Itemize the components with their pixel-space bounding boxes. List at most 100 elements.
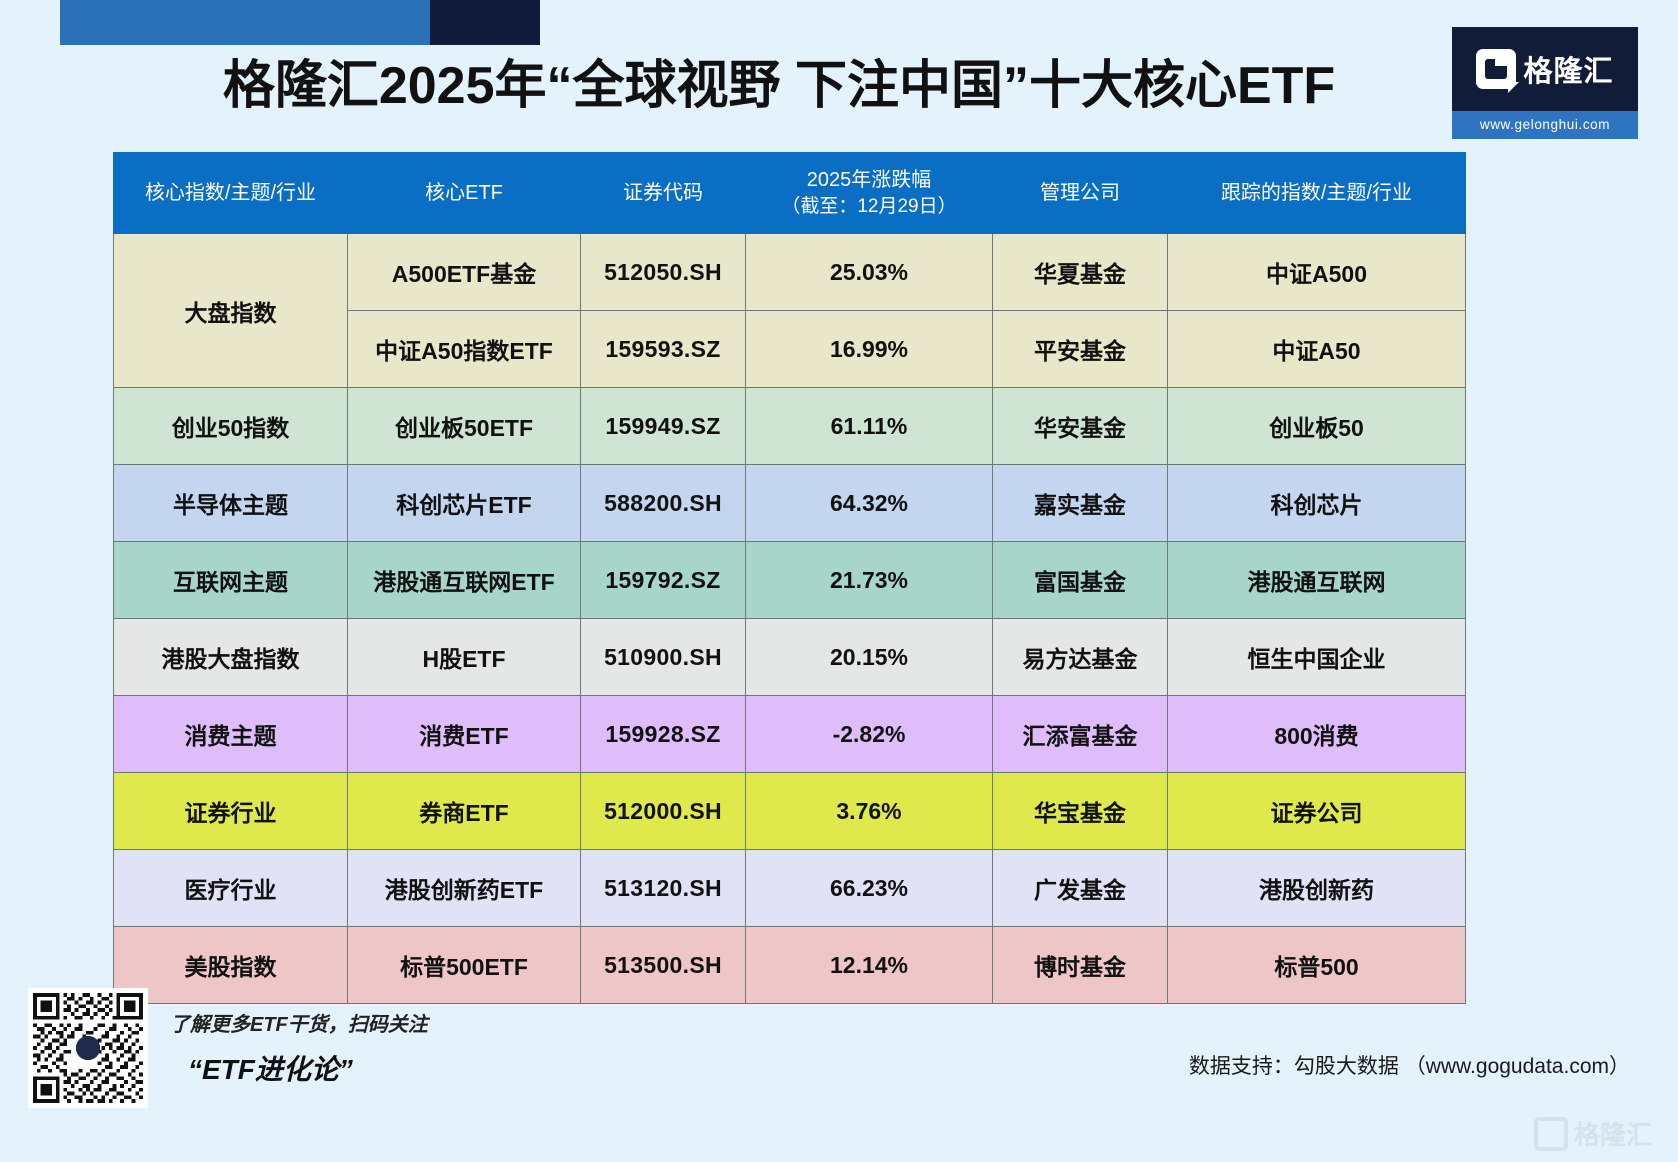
column-header-5: 管理公司 — [992, 152, 1168, 234]
cell-management-company: 平安基金 — [992, 310, 1168, 388]
cell-category: 港股大盘指数 — [113, 618, 348, 696]
cell-tracked-index: 恒生中国企业 — [1167, 618, 1466, 696]
table-header-row: 核心指数/主题/行业 核心ETF 证券代码 2025年涨跌幅 （截至：12月29日） 管理… — [113, 152, 1466, 234]
cell-change-percent: 16.99% — [745, 310, 993, 388]
cell-category: 消费主题 — [113, 695, 348, 773]
cell-management-company: 博时基金 — [992, 926, 1168, 1004]
cell-security-code: 512000.SH — [580, 772, 746, 850]
cell-security-code: 159949.SZ — [580, 387, 746, 465]
cell-tracked-index: 中证A500 — [1167, 233, 1466, 311]
cell-security-code: 159593.SZ — [580, 310, 746, 388]
cell-etf-name: 中证A50指数ETF — [347, 310, 581, 388]
cell-change-percent: 64.32% — [745, 464, 993, 542]
cell-tracked-index: 港股通互联网 — [1167, 541, 1466, 619]
cell-change-percent: 3.76% — [745, 772, 993, 850]
etf-table: 核心指数/主题/行业 核心ETF 证券代码 2025年涨跌幅 （截至：12月29日） 管理… — [113, 152, 1466, 1004]
column-header-1: 核心指数/主题/行业 — [113, 152, 348, 234]
brand-logo: 格隆汇 www.gelonghui.com — [1452, 27, 1638, 139]
cell-category: 医疗行业 — [113, 849, 348, 927]
cell-management-company: 汇添富基金 — [992, 695, 1168, 773]
cell-security-code: 510900.SH — [580, 618, 746, 696]
qr-hint-text: 了解更多ETF干货，扫码关注 — [170, 1014, 428, 1036]
footer-watermark-logo: 格隆汇 — [1533, 1115, 1652, 1152]
cell-tracked-index: 标普500 — [1167, 926, 1466, 1004]
column-header-label: 2025年涨跌幅 — [806, 168, 932, 191]
column-header-sublabel: （截至：12月29日） — [781, 195, 957, 217]
gelonghui-g-icon — [1476, 49, 1520, 93]
column-header-4: 2025年涨跌幅 （截至：12月29日） — [745, 152, 993, 234]
table-row: 中证A50指数ETF 159593.SZ 16.99% 平安基金 中证A50 — [114, 310, 1466, 388]
cell-security-code: 513500.SH — [580, 926, 746, 1004]
cell-management-company: 富国基金 — [992, 541, 1168, 619]
cell-change-percent: 12.14% — [745, 926, 993, 1004]
cell-category: 大盘指数 — [113, 233, 348, 388]
data-source-text: 数据支持：勾股大数据 （www.gogudata.com） — [1188, 1055, 1630, 1078]
cell-category: 证券行业 — [113, 772, 348, 850]
cell-etf-name: 港股创新药ETF — [347, 849, 581, 927]
column-header-label: 跟踪的指数/主题/行业 — [1220, 181, 1413, 204]
cell-etf-name: 标普500ETF — [347, 926, 581, 1004]
cell-tracked-index: 港股创新药 — [1167, 849, 1466, 927]
corner-decoration — [60, 0, 540, 45]
table-row: 港股大盘指数 H股ETF 510900.SH 20.15% 易方达基金 恒生中国企业 — [113, 618, 1466, 696]
table-row: 美股指数 标普500ETF 513500.SH 12.14% 博时基金 标普500 — [113, 926, 1466, 1004]
brand-logo-main: 格隆汇 — [1452, 27, 1638, 111]
cell-management-company: 嘉实基金 — [992, 464, 1168, 542]
cell-category: 互联网主题 — [113, 541, 348, 619]
column-header-label: 核心ETF — [425, 181, 503, 204]
cell-tracked-index: 800消费 — [1167, 695, 1466, 773]
cell-tracked-index: 创业板50 — [1167, 387, 1466, 465]
table-row: 消费主题 消费ETF 159928.SZ -2.82% 汇添富基金 800消费 — [113, 695, 1466, 773]
cell-etf-name: 消费ETF — [347, 695, 581, 773]
cell-category: 美股指数 — [113, 926, 348, 1004]
footer-watermark-text: 格隆汇 — [1573, 1120, 1652, 1150]
cell-security-code: 512050.SH — [580, 233, 746, 311]
table-row: 互联网主题 港股通互联网ETF 159792.SZ 21.73% 富国基金 港股通互联网 — [113, 541, 1466, 619]
page-title: 格隆汇2025年“全球视野 下注中国”十大核心ETF — [222, 57, 1336, 115]
column-header-2: 核心ETF — [347, 152, 581, 234]
cell-etf-name: 创业板50ETF — [347, 387, 581, 465]
cell-tracked-index: 科创芯片 — [1167, 464, 1466, 542]
cell-category: 创业50指数 — [113, 387, 348, 465]
column-header-6: 跟踪的指数/主题/行业 — [1167, 152, 1466, 234]
table-row: 创业50指数 创业板50ETF 159949.SZ 61.11% 华安基金 创业板50 — [113, 387, 1466, 465]
cell-change-percent: 25.03% — [745, 233, 993, 311]
cell-security-code: 159792.SZ — [580, 541, 746, 619]
table-row: 半导体主题 科创芯片ETF 588200.SH 64.32% 嘉实基金 科创芯片 — [113, 464, 1466, 542]
table-row: 证券行业 券商ETF 512000.SH 3.76% 华宝基金 证券公司 — [113, 772, 1466, 850]
cell-security-code: 159928.SZ — [580, 695, 746, 773]
cell-tracked-index: 证券公司 — [1167, 772, 1466, 850]
cell-tracked-index: 中证A50 — [1167, 310, 1466, 388]
brand-name: 格隆汇 — [1523, 56, 1614, 88]
cell-etf-name: A500ETF基金 — [347, 233, 581, 311]
table-header: 核心指数/主题/行业 核心ETF 证券代码 2025年涨跌幅 （截至：12月29日） 管理… — [113, 152, 1466, 234]
cell-category: 半导体主题 — [113, 464, 348, 542]
table-row: 医疗行业 港股创新药ETF 513120.SH 66.23% 广发基金 港股创新药 — [113, 849, 1466, 927]
cell-management-company: 华宝基金 — [992, 772, 1168, 850]
cell-management-company: 华安基金 — [992, 387, 1168, 465]
cell-change-percent: 21.73% — [745, 541, 993, 619]
cell-etf-name: 科创芯片ETF — [347, 464, 581, 542]
cell-management-company: 广发基金 — [992, 849, 1168, 927]
qr-code[interactable] — [28, 988, 148, 1108]
cell-etf-name: H股ETF — [347, 618, 581, 696]
account-name: “ETF进化论” — [188, 1054, 353, 1085]
column-header-label: 管理公司 — [1040, 181, 1120, 204]
corner-bar-blue — [60, 0, 430, 45]
cell-change-percent: 66.23% — [745, 849, 993, 927]
cell-change-percent: 61.11% — [745, 387, 993, 465]
cell-security-code: 588200.SH — [580, 464, 746, 542]
column-header-label: 证券代码 — [623, 181, 703, 204]
cell-management-company: 华夏基金 — [992, 233, 1168, 311]
qr-code-image — [33, 993, 143, 1103]
column-header-3: 证券代码 — [580, 152, 746, 234]
table-body: 大盘指数 A500ETF基金 512050.SH 25.03% 华夏基金 中证A500 中证… — [113, 233, 1466, 1004]
cell-management-company: 易方达基金 — [992, 618, 1168, 696]
table-row: 大盘指数 A500ETF基金 512050.SH 25.03% 华夏基金 中证A500 — [113, 233, 1466, 388]
corner-bar-navy — [430, 0, 540, 45]
cell-etf-name: 港股通互联网ETF — [347, 541, 581, 619]
cell-change-percent: 20.15% — [745, 618, 993, 696]
cell-etf-name: 券商ETF — [347, 772, 581, 850]
cell-change-percent: -2.82% — [745, 695, 993, 773]
brand-url: www.gelonghui.com — [1452, 111, 1638, 139]
